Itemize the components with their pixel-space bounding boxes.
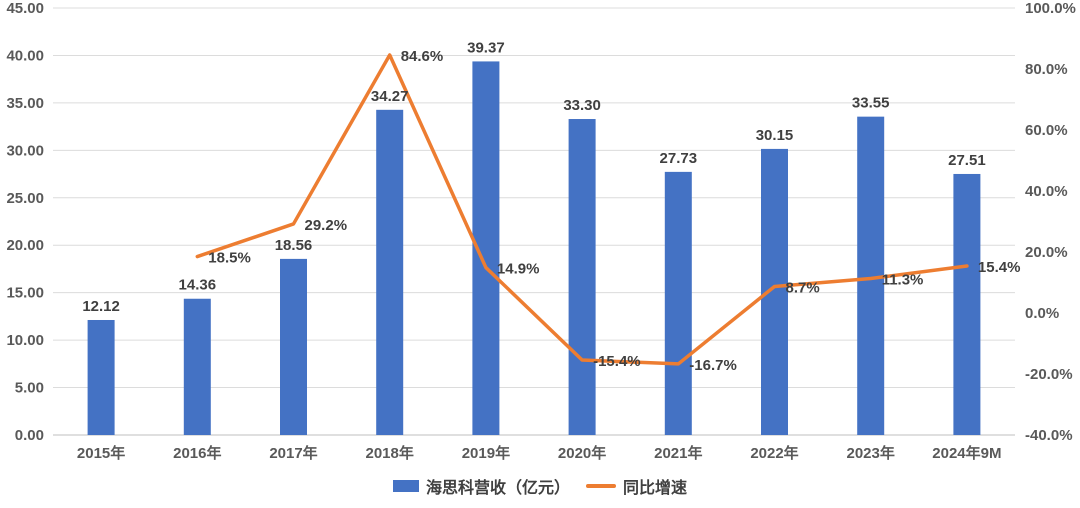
bar-value-label: 34.27	[371, 88, 409, 105]
right-axis-tick-label: -40.0%	[1025, 427, 1073, 444]
left-axis-tick-label: 25.00	[6, 190, 44, 207]
growth-legend-label: 同比增速	[623, 480, 688, 497]
right-axis-tick-label: 0.0%	[1025, 305, 1059, 322]
left-axis-tick-label: 45.00	[6, 0, 44, 17]
right-axis-tick-label: 80.0%	[1025, 61, 1068, 78]
bar-value-label: 27.51	[948, 152, 986, 169]
left-axis-tick-label: 10.00	[6, 332, 44, 349]
bar-value-label: 33.55	[852, 95, 890, 112]
right-axis-tick-label: -20.0%	[1025, 366, 1073, 383]
x-axis-label: 2022年	[750, 444, 798, 462]
right-axis-tick-label: 40.0%	[1025, 183, 1068, 200]
bar-value-label: 12.12	[82, 298, 120, 315]
left-axis-tick-label: 15.00	[6, 285, 44, 302]
growth-line-swatch-icon	[586, 484, 616, 488]
revenue-bar	[280, 258, 307, 435]
revenue-bar	[664, 171, 692, 435]
growth-point-label: -15.4%	[593, 353, 641, 370]
legend-item-revenue: 海思科营收（亿元）	[392, 474, 570, 498]
x-axis-label: 2015年	[77, 444, 125, 462]
left-axis-tick-label: 20.00	[6, 237, 44, 254]
x-axis-label: 2016年	[173, 444, 221, 462]
revenue-bar	[87, 319, 115, 435]
revenue-bar	[376, 109, 404, 435]
revenue-bar	[568, 119, 596, 436]
bar-value-label: 33.30	[563, 97, 601, 114]
right-axis-tick-label: 20.0%	[1025, 244, 1068, 261]
bar-value-label: 30.15	[756, 127, 794, 144]
x-axis-label: 2020年	[558, 444, 606, 462]
growth-point-label: 84.6%	[401, 48, 444, 65]
revenue-bar-swatch-icon	[392, 480, 419, 492]
bar-value-label: 39.37	[467, 39, 505, 56]
left-axis-tick-label: 40.00	[6, 47, 44, 64]
growth-point-label: 14.9%	[497, 261, 540, 278]
growth-line	[195, 53, 969, 366]
left-axis-tick-label: 35.00	[6, 95, 44, 112]
x-axis-label: 2023年	[847, 444, 895, 462]
revenue-legend-label: 海思科营收（亿元）	[425, 480, 570, 497]
growth-point-label: -16.7%	[689, 357, 737, 374]
right-axis-tick-label: 100.0%	[1025, 0, 1076, 17]
growth-point-label: 15.4%	[978, 259, 1021, 276]
revenue-bar	[953, 173, 981, 435]
x-axis-label: 2017年	[269, 444, 317, 462]
growth-point-label: 8.7%	[786, 279, 820, 296]
chart-plot-area: 0.00 5.00 10.00 15.00 20.00 25.00 30.00 35.00 40…	[6, 0, 1076, 462]
x-axis-label: 2021年	[654, 444, 702, 462]
chart-legend: 海思科营收（亿元） 同比增速	[0, 474, 1080, 498]
growth-point-label: 18.5%	[208, 250, 251, 267]
growth-point-label: 29.2%	[305, 217, 348, 234]
x-axis-label: 2018年	[366, 444, 414, 462]
bar-value-label: 18.56	[275, 237, 313, 254]
bar-value-label: 27.73	[660, 150, 698, 167]
growth-point-label: 11.3%	[882, 272, 924, 289]
left-axis-tick-label: 0.00	[15, 427, 44, 444]
left-axis-tick-label: 5.00	[15, 380, 44, 397]
right-axis-tick-label: 60.0%	[1025, 122, 1068, 139]
x-axis-label: 2024年9M	[932, 444, 1001, 462]
legend-item-growth: 同比增速	[586, 474, 687, 498]
bar-value-label: 14.36	[179, 277, 217, 294]
x-axis-label: 2019年	[462, 444, 510, 462]
left-axis-tick-label: 30.00	[6, 142, 44, 159]
revenue-bar	[183, 298, 211, 435]
